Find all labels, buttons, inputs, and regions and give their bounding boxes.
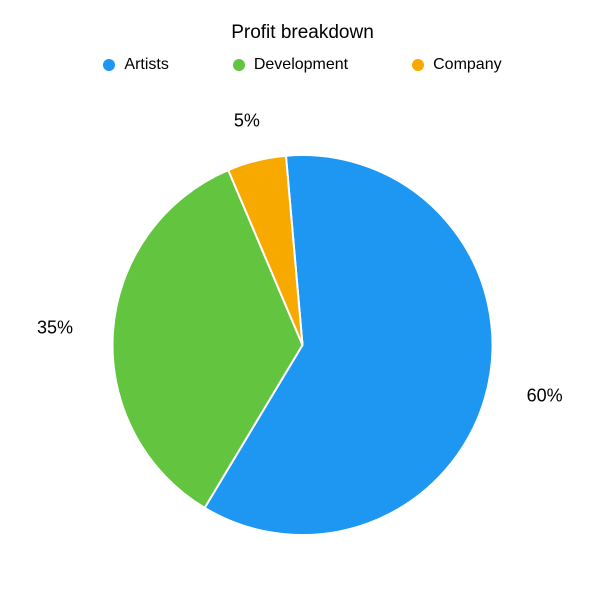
legend-item-development: Development (233, 56, 348, 74)
chart-title: Profit breakdown (0, 22, 605, 44)
legend: Artists Development Company (0, 56, 605, 74)
legend-item-company: Company (412, 56, 501, 74)
slice-label-artists: 60% (527, 385, 563, 405)
legend-swatch-development (233, 59, 245, 71)
chart-container: Profit breakdown Artists Development Com… (0, 0, 605, 600)
legend-item-artists: Artists (103, 56, 168, 74)
legend-swatch-company (412, 59, 424, 71)
pie-chart: 60% 35% 5% (0, 90, 605, 590)
slice-label-company: 5% (234, 111, 260, 131)
legend-label-company: Company (433, 56, 501, 74)
legend-label-development: Development (254, 56, 348, 74)
legend-label-artists: Artists (124, 56, 168, 74)
slice-label-development: 35% (37, 318, 73, 338)
legend-swatch-artists (103, 59, 115, 71)
